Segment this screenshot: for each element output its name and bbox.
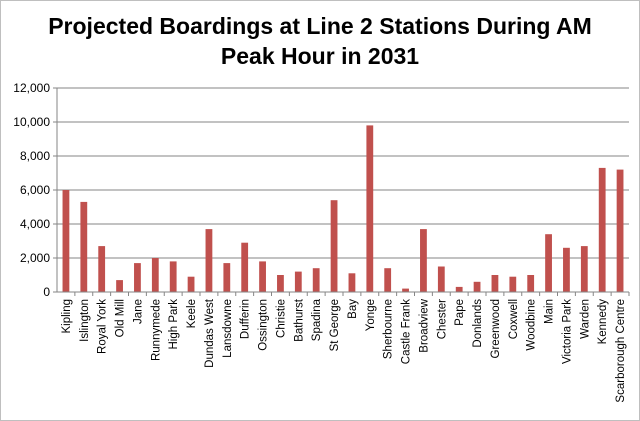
bar <box>580 246 588 292</box>
bar <box>80 201 88 292</box>
x-tick-label: High Park <box>168 299 180 350</box>
y-tick-label: 8,000 <box>20 149 50 163</box>
bar <box>223 263 231 292</box>
x-tick-label: Warden <box>579 299 591 339</box>
y-tick-label: 6,000 <box>20 183 50 197</box>
chart-title-line-1: Projected Boardings at Line 2 Stations D… <box>48 13 592 39</box>
x-tick-label: Kipling <box>61 299 73 334</box>
bar <box>455 286 463 292</box>
x-axis: Kipling Islington Royal York Old Mill Jane Ru… <box>57 291 630 403</box>
x-tick-label: Islington <box>79 299 91 342</box>
y-tick-label: 4,000 <box>20 217 50 231</box>
bar <box>277 275 284 292</box>
bar <box>98 246 106 292</box>
bar <box>151 258 159 292</box>
bar <box>348 273 356 292</box>
x-tick-label: Royal York <box>97 299 109 354</box>
y-tick-label: 12,000 <box>13 81 50 95</box>
chart-title-line-2: Peak Hour in 2031 <box>221 43 419 69</box>
bar <box>563 247 570 292</box>
x-tick-label: St George <box>329 299 341 351</box>
x-tick-label: Coxwell <box>508 299 520 339</box>
x-tick-label: Greenwood <box>490 299 502 358</box>
y-tick-label: 0 <box>43 285 50 299</box>
bar <box>545 234 552 292</box>
bars <box>62 125 624 293</box>
bar <box>491 275 499 292</box>
x-tick-label: Jane <box>132 299 144 324</box>
bar <box>312 268 320 292</box>
x-tick-label: Ossington <box>258 299 270 351</box>
x-tick-label: Lansdowne <box>222 299 234 358</box>
bar <box>384 268 392 292</box>
gridlines <box>57 87 629 293</box>
bar <box>616 169 624 292</box>
x-tick-label: Chester <box>436 299 448 339</box>
bar <box>366 125 374 293</box>
bar <box>62 190 70 292</box>
x-tick-label: Spadina <box>311 298 323 341</box>
x-tick-label: Old Mill <box>115 299 127 337</box>
bar <box>598 167 606 292</box>
x-tick-label: Main <box>544 299 556 324</box>
chart-title: Projected Boardings at Line 2 Stations D… <box>48 13 592 69</box>
x-tick-label: Dundas West <box>204 298 216 368</box>
bar <box>402 288 409 292</box>
bar <box>169 261 177 292</box>
bar <box>205 229 213 292</box>
y-axis: 0 2,000 4,000 6,000 8,000 10,000 12,000 <box>13 81 58 299</box>
bar <box>330 200 338 292</box>
x-tick-label: Christie <box>275 299 287 338</box>
x-tick-label: Kennedy <box>597 299 609 345</box>
bar <box>259 261 266 292</box>
bar <box>509 276 517 292</box>
x-tick-label: Dufferin <box>240 299 252 339</box>
x-tick-label: Broadview <box>418 298 430 352</box>
bar <box>116 280 123 292</box>
bar <box>187 276 195 292</box>
x-tick-label: Bay <box>347 299 359 319</box>
bar <box>241 242 249 292</box>
x-tick-label: Runnymede <box>150 299 162 361</box>
x-tick-label: Donlands <box>472 299 484 348</box>
bar <box>437 266 445 292</box>
x-tick-label: Sherbourne <box>383 299 395 359</box>
x-tick-label: Scarborough Centre <box>615 299 627 403</box>
x-tick-label: Pape <box>454 299 466 326</box>
bar <box>473 281 481 292</box>
bar <box>134 263 141 292</box>
bar <box>420 229 427 292</box>
x-tick-label: Woodbine <box>526 299 538 351</box>
x-tick-label: Keele <box>186 299 198 328</box>
y-tick-label: 2,000 <box>20 251 50 265</box>
x-tick-label: Victoria Park <box>561 299 573 364</box>
y-tick-label: 10,000 <box>13 115 50 129</box>
bar <box>527 275 535 292</box>
x-tick-label: Yonge <box>365 299 377 331</box>
x-tick-label: Bathurst <box>293 298 305 342</box>
bar <box>294 271 302 292</box>
x-tick-label: Castle Frank <box>401 299 413 364</box>
